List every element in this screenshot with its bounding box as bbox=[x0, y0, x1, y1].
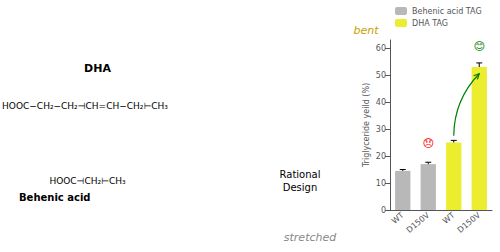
svg-text:40: 40 bbox=[376, 98, 386, 107]
svg-text:bent: bent bbox=[353, 24, 379, 37]
svg-text:0: 0 bbox=[381, 206, 386, 215]
svg-text:D150V: D150V bbox=[405, 210, 432, 235]
svg-text:60: 60 bbox=[376, 44, 386, 53]
svg-text:WT: WT bbox=[390, 210, 406, 225]
svg-text:Triglyceride yeild (%): Triglyceride yeild (%) bbox=[362, 83, 371, 168]
svg-text:Behenic acid: Behenic acid bbox=[19, 192, 91, 203]
svg-text:20: 20 bbox=[376, 152, 386, 161]
svg-text:10: 10 bbox=[376, 179, 386, 188]
svg-text:Rational: Rational bbox=[280, 169, 321, 180]
svg-text:Design: Design bbox=[283, 182, 318, 193]
svg-text:stretched: stretched bbox=[284, 231, 337, 244]
svg-text:😞: 😞 bbox=[423, 137, 434, 150]
svg-text:DHA: DHA bbox=[84, 62, 111, 75]
svg-text:D150V: D150V bbox=[456, 210, 483, 235]
svg-text:😊: 😊 bbox=[474, 40, 485, 53]
svg-text:WT: WT bbox=[441, 210, 457, 225]
svg-text:Behenic acid TAG: Behenic acid TAG bbox=[412, 7, 482, 16]
svg-text:DHA TAG: DHA TAG bbox=[412, 19, 448, 28]
svg-text:50: 50 bbox=[376, 71, 386, 80]
svg-text:30: 30 bbox=[376, 125, 386, 134]
svg-text:HOOC⊣CH₂⊢CH₃: HOOC⊣CH₂⊢CH₃ bbox=[49, 176, 126, 186]
svg-text:HOOC−CH₂−CH₂⊣CH=CH−CH₂⊢CH₃: HOOC−CH₂−CH₂⊣CH=CH−CH₂⊢CH₃ bbox=[2, 101, 168, 111]
